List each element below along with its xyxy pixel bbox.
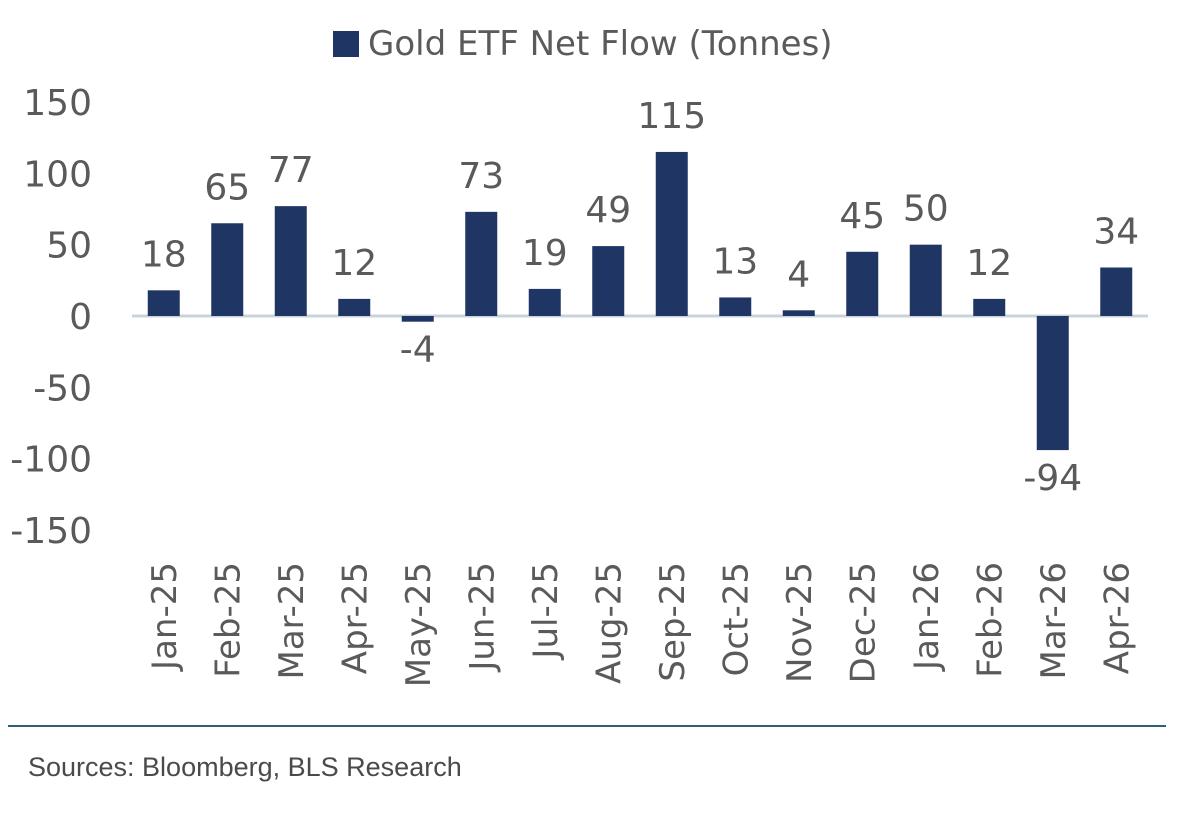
x-tick-label: Sep-25 [653, 562, 693, 682]
data-label-apr-26: 34 [1093, 211, 1139, 252]
legend: Gold ETF Net Flow (Tonnes) [333, 24, 833, 64]
data-label-feb-25: 65 [204, 167, 250, 208]
data-labels: 18 65 77 12 -4 73 19 49 115 13 4 45 50 12 -94 34 [141, 96, 1139, 499]
y-axis: 150 100 50 0 -50 -100 -150 [10, 83, 92, 552]
x-tick-label: Apr-25 [335, 562, 375, 674]
x-tick-label: May-25 [399, 562, 439, 687]
data-label-jun-25: 73 [458, 156, 504, 197]
bar-sep-25 [655, 151, 688, 316]
data-label-sep-25: 115 [637, 96, 706, 137]
x-tick-label: Jan-26 [907, 562, 947, 672]
legend-swatch [333, 31, 359, 57]
data-label-jan-25: 18 [141, 234, 187, 275]
x-tick-label: Aug-25 [589, 562, 629, 684]
x-tick-label: Jul-25 [526, 562, 566, 661]
x-tick-label: Mar-26 [1034, 562, 1074, 680]
source-note: Sources: Bloomberg, BLS Research [28, 752, 462, 782]
x-tick-label: Oct-25 [716, 562, 756, 676]
bar-oct-25 [719, 297, 752, 316]
y-tick-label: 0 [69, 297, 92, 338]
bar-feb-25 [211, 223, 244, 316]
x-axis-labels: Jan-25 Feb-25 Mar-25 Apr-25 May-25 Jun-25 Jul-… [145, 562, 1138, 687]
data-label-jan-26: 50 [903, 189, 949, 230]
bar-jul-25 [528, 288, 561, 316]
y-tick-label: 150 [23, 83, 92, 124]
x-tick-label: Feb-26 [970, 562, 1010, 678]
data-label-feb-26: 12 [966, 243, 1012, 284]
data-label-apr-25: 12 [331, 243, 377, 284]
data-label-aug-25: 49 [585, 190, 631, 231]
data-label-jul-25: 19 [522, 233, 568, 274]
bars [147, 151, 1133, 451]
bar-may-25 [401, 316, 434, 322]
x-tick-label: Feb-25 [208, 562, 248, 678]
data-label-oct-25: 13 [712, 241, 758, 282]
bar-apr-26 [1100, 267, 1133, 316]
x-tick-label: Apr-26 [1097, 562, 1137, 674]
x-tick-label: Jun-25 [462, 562, 502, 673]
x-tick-label: Dec-25 [843, 562, 883, 683]
y-tick-label: -50 [33, 368, 92, 409]
bar-mar-25 [274, 206, 307, 316]
legend-label: Gold ETF Net Flow (Tonnes) [368, 24, 833, 64]
bar-mar-26 [1036, 316, 1069, 451]
bar-jan-26 [909, 244, 942, 316]
bar-jun-25 [465, 211, 498, 316]
data-label-nov-25: 4 [787, 254, 810, 295]
bar-dec-25 [846, 251, 879, 316]
bar-jan-25 [147, 290, 180, 316]
x-tick-label: Nov-25 [780, 562, 820, 683]
bar-feb-26 [973, 298, 1006, 316]
x-tick-label: Jan-25 [145, 562, 185, 672]
bar-apr-25 [338, 298, 371, 316]
x-tick-label: Mar-25 [272, 562, 312, 680]
y-tick-label: 100 [23, 154, 92, 195]
data-label-mar-26: -94 [1023, 458, 1082, 499]
y-tick-label: -100 [10, 440, 92, 481]
data-label-dec-25: 45 [839, 196, 885, 237]
y-tick-label: 50 [46, 226, 92, 267]
bar-nov-25 [782, 310, 815, 316]
data-label-mar-25: 77 [268, 150, 314, 191]
y-tick-label: -150 [10, 511, 92, 552]
data-label-may-25: -4 [400, 330, 436, 371]
bar-aug-25 [592, 246, 625, 316]
